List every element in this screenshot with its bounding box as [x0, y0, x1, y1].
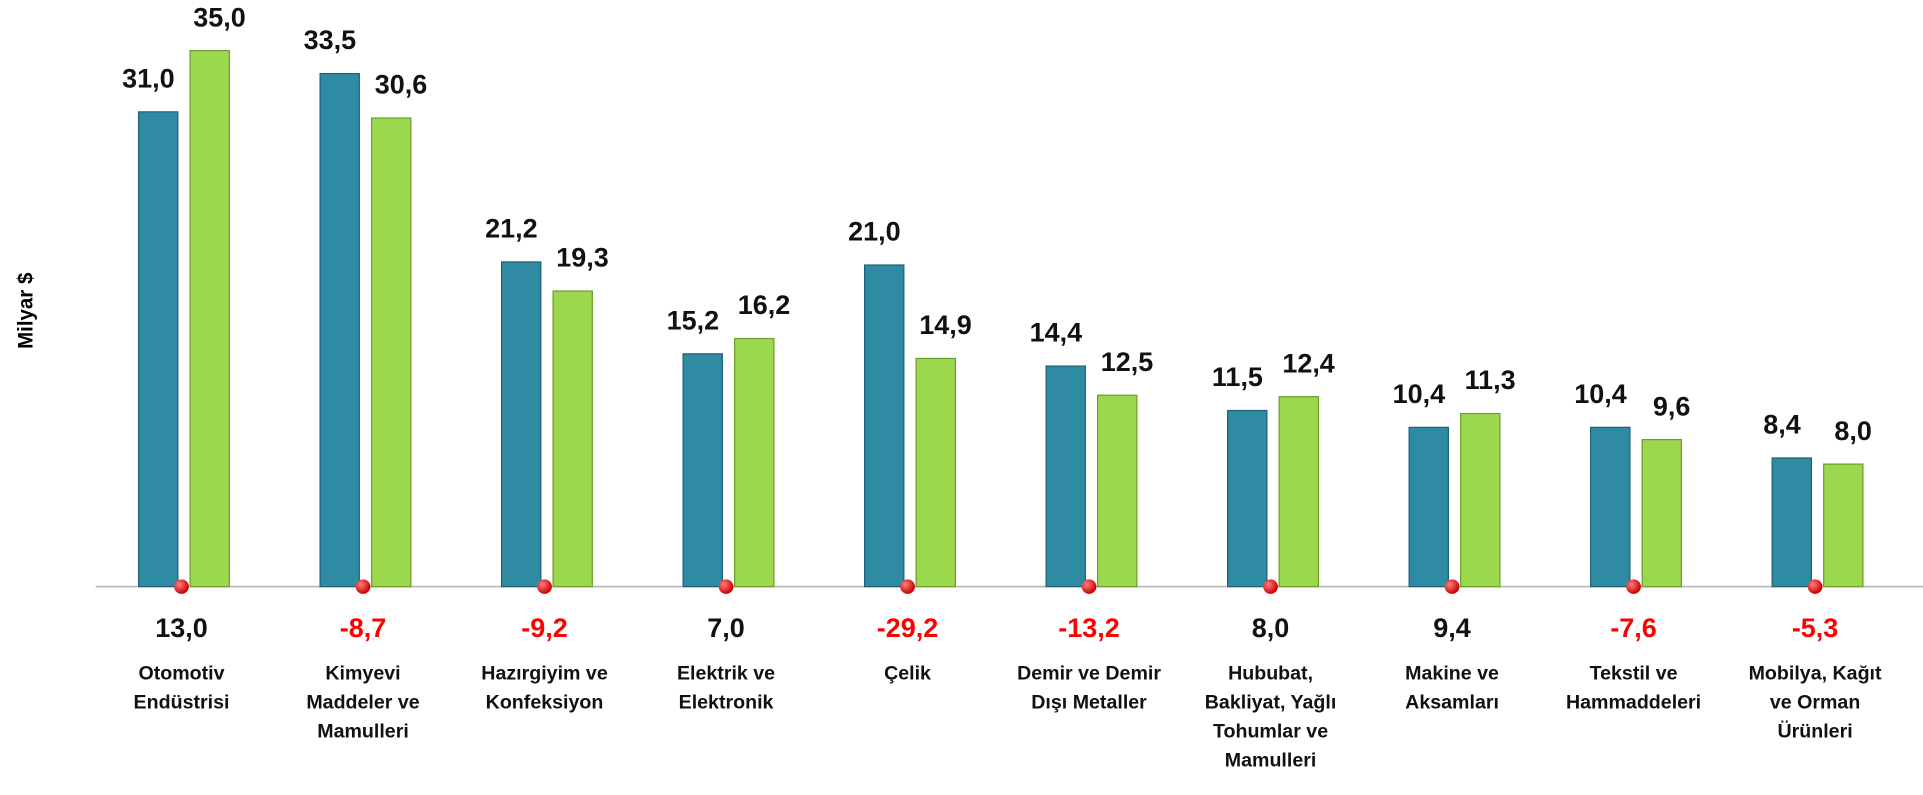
- change-label: 13,0: [155, 613, 208, 643]
- bar: [734, 337, 775, 588]
- x-tick-label: Hububat,: [1228, 663, 1313, 685]
- x-tick-label: Kimyevi: [325, 663, 400, 685]
- bar: [1460, 412, 1501, 588]
- bar: [189, 49, 230, 588]
- bar: [682, 353, 723, 588]
- x-tick-label: Konfeksiyon: [486, 692, 604, 714]
- x-tick-label: Ürünleri: [1777, 720, 1852, 743]
- value-label: 35,0: [193, 2, 246, 32]
- change-label: -9,2: [521, 613, 567, 643]
- value-label: 30,6: [375, 70, 428, 100]
- x-tick-label: Tohumlar ve: [1213, 721, 1328, 743]
- baseline-dot: [1263, 579, 1278, 594]
- x-tick-label: Tekstil ve: [1590, 663, 1678, 685]
- x-tick-label: Mobilya, Kağıt: [1749, 663, 1882, 685]
- bar: [1278, 396, 1319, 588]
- bar: [1227, 409, 1268, 588]
- bar: [137, 111, 179, 588]
- x-tick-label: Mamulleri: [317, 721, 409, 743]
- bar: [319, 72, 360, 588]
- x-tick-label: Aksamları: [1405, 692, 1499, 714]
- change-label: -8,7: [340, 613, 386, 643]
- value-label: 12,4: [1282, 349, 1335, 379]
- value-label: 21,2: [485, 214, 538, 244]
- value-label: 8,0: [1834, 416, 1872, 446]
- x-tick-label: Hammaddeleri: [1566, 692, 1701, 714]
- baseline-dot: [355, 579, 371, 594]
- baseline-dot: [1807, 579, 1823, 594]
- baseline-dot: [174, 579, 189, 594]
- bar: [1771, 457, 1813, 588]
- change-label: 8,0: [1252, 613, 1290, 643]
- value-label: 11,3: [1465, 365, 1516, 395]
- value-label: 19,3: [556, 243, 609, 273]
- change-label: -7,6: [1610, 613, 1656, 643]
- value-label: 10,4: [1393, 379, 1446, 409]
- x-tick-label: Endüstrisi: [134, 692, 230, 714]
- change-label: -5,3: [1792, 613, 1838, 643]
- x-tick-label: Demir ve Demir: [1017, 663, 1161, 685]
- value-label: 21,0: [848, 217, 901, 247]
- value-label: 15,2: [667, 306, 720, 336]
- value-label: 14,9: [919, 310, 972, 340]
- value-label: 33,5: [304, 25, 357, 55]
- bar: [864, 264, 905, 588]
- bar: [1590, 426, 1631, 588]
- baseline-dot: [900, 579, 915, 594]
- change-label: 7,0: [707, 613, 745, 643]
- value-label: 9,6: [1653, 391, 1691, 421]
- bar: [1641, 438, 1683, 588]
- bar: [915, 357, 956, 588]
- x-tick-label: ve Orman: [1770, 692, 1860, 714]
- baseline-dot: [1081, 579, 1097, 594]
- value-label: 12,5: [1101, 347, 1154, 377]
- bar: [500, 261, 542, 588]
- bar: [1823, 463, 1864, 588]
- bar: [370, 117, 412, 588]
- x-tick-label: Otomotiv: [138, 663, 224, 685]
- x-tick-label: Elektronik: [679, 692, 774, 714]
- x-tick-label: Çelik: [884, 663, 931, 685]
- baseline-dot: [1444, 579, 1460, 594]
- x-tick-label: Elektrik ve: [677, 663, 775, 685]
- y-axis-label: Milyar $: [14, 272, 37, 349]
- baseline-dot: [718, 579, 734, 594]
- x-tick-label: Maddeler ve: [306, 692, 420, 714]
- x-tick-label: Bakliyat, Yağlı: [1205, 692, 1337, 714]
- value-label: 8,4: [1763, 410, 1801, 440]
- value-label: 10,4: [1574, 379, 1627, 409]
- value-label: 31,0: [122, 64, 175, 94]
- bar: [1045, 365, 1086, 588]
- x-tick-label: Hazırgiyim ve: [481, 663, 608, 685]
- bar: [1408, 426, 1449, 588]
- value-label: 14,4: [1030, 318, 1083, 348]
- change-label: -13,2: [1058, 613, 1119, 643]
- change-label: 9,4: [1433, 613, 1471, 643]
- change-label: -29,2: [877, 613, 938, 643]
- x-tick-label: Makine ve: [1405, 663, 1499, 685]
- bar: [552, 290, 593, 588]
- value-label: 16,2: [738, 290, 791, 320]
- x-tick-label: Mamulleri: [1225, 750, 1317, 772]
- baseline-dot: [1626, 579, 1641, 594]
- baseline-dot: [537, 579, 552, 594]
- x-tick-label: Dışı Metaller: [1031, 692, 1147, 714]
- value-label: 11,5: [1212, 362, 1263, 392]
- bar: [1097, 394, 1138, 588]
